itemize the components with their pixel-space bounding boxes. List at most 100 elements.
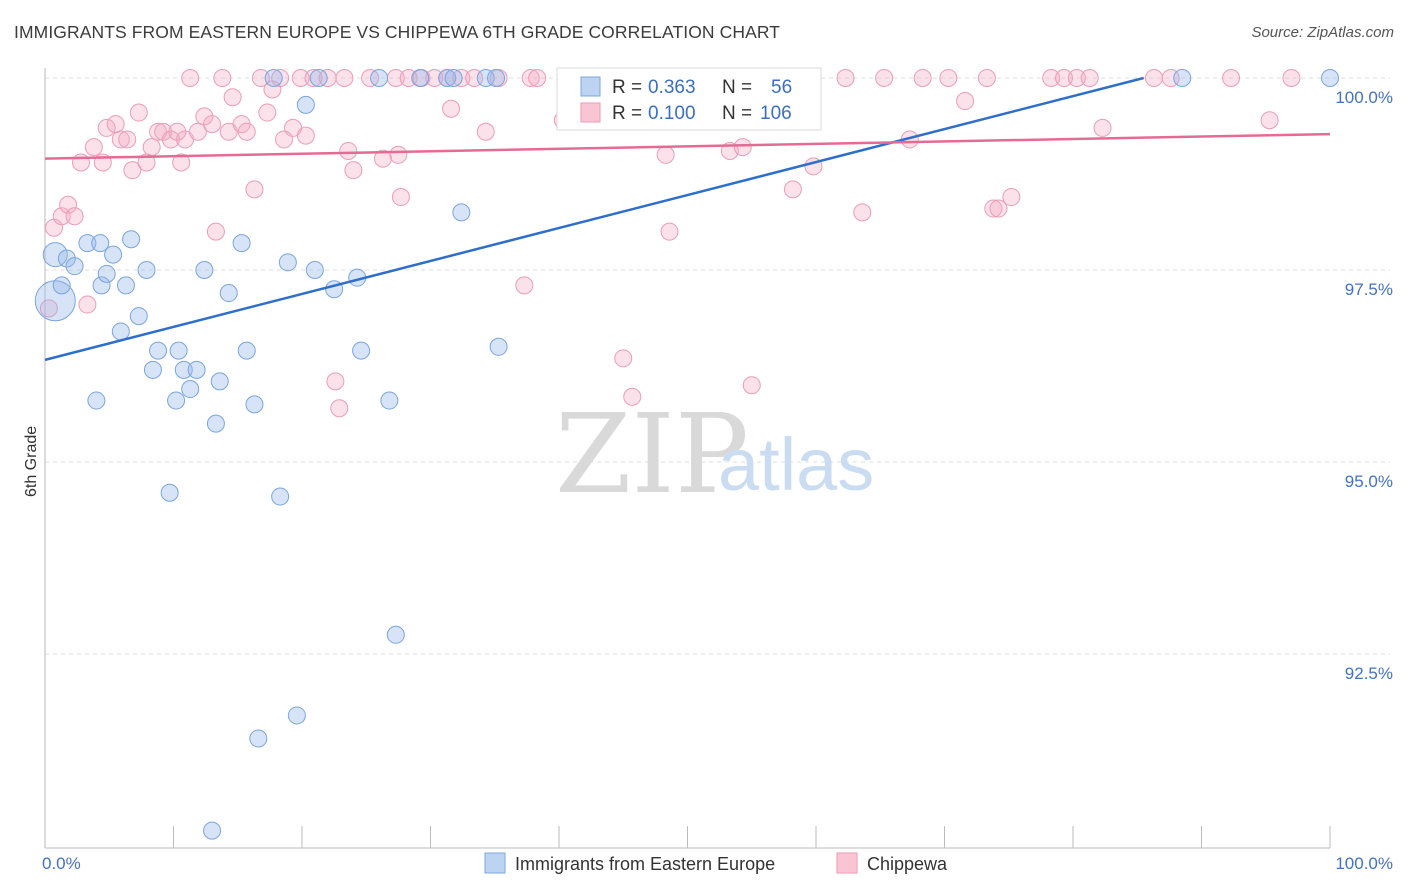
chart-title: IMMIGRANTS FROM EASTERN EUROPE VS CHIPPE… xyxy=(14,22,781,42)
chippewa-point-102 xyxy=(1260,111,1279,130)
watermark-atlas: atlas xyxy=(718,423,874,506)
legend-r-label-1: R = xyxy=(612,77,642,98)
legend-r-label-2: R = xyxy=(612,103,642,124)
eastern-europe-point-15 xyxy=(137,261,156,279)
eastern-europe-point-38 xyxy=(305,261,324,279)
gridlines xyxy=(45,77,1390,655)
chippewa-point-32 xyxy=(237,122,256,141)
chippewa-point-13 xyxy=(123,161,142,180)
y-tick-label-2: 97.5% xyxy=(1345,280,1393,299)
chippewa-point-97 xyxy=(1080,69,1099,87)
eastern-europe-point-26 xyxy=(206,414,225,433)
chippewa-point-26 xyxy=(203,115,222,134)
eastern-europe-point-18 xyxy=(160,483,179,502)
eastern-europe-point-30 xyxy=(237,341,256,360)
chippewa-point-89 xyxy=(956,92,975,111)
eastern-europe-point-12 xyxy=(116,276,135,295)
chippewa-point-90 xyxy=(977,69,996,87)
eastern-europe-point-47 xyxy=(438,69,457,87)
chippewa-point-41 xyxy=(296,126,315,145)
legend-swatch-blue xyxy=(580,76,601,97)
chippewa-point-42 xyxy=(304,69,323,87)
chippewa-point-81 xyxy=(783,180,802,199)
chippewa-point-7 xyxy=(84,138,103,157)
eastern-europe-point-1 xyxy=(34,280,76,322)
eastern-europe-point-44 xyxy=(380,391,399,410)
chippewa-point-99 xyxy=(1144,69,1163,87)
legend-n-label-2: N = xyxy=(722,103,752,124)
chippewa-point-72 xyxy=(656,145,675,164)
chippewa-point-10 xyxy=(106,115,125,134)
chippewa-point-98 xyxy=(1093,118,1112,137)
eastern-europe-point-34 xyxy=(271,487,290,506)
legend-swatch-pink xyxy=(580,102,601,123)
eastern-europe-point-4 xyxy=(65,257,84,276)
eastern-europe-point-3 xyxy=(57,249,76,268)
eastern-europe-point-27 xyxy=(210,372,229,391)
chippewa-point-4 xyxy=(65,207,84,226)
bottom-legend-swatch-pink xyxy=(836,852,858,874)
chippewa-point-18 xyxy=(154,122,173,141)
chippewa-point-11 xyxy=(111,130,130,149)
chippewa-point-79 xyxy=(742,376,761,395)
legend-r-value-2: 0.100 xyxy=(648,103,696,124)
eastern-europe-point-20 xyxy=(169,341,188,360)
chippewa-point-94 xyxy=(1042,69,1061,87)
chippewa-point-69 xyxy=(614,349,633,368)
eastern-europe-point-22 xyxy=(181,380,200,399)
eastern-europe-point-13 xyxy=(122,230,141,249)
chippewa-point-92 xyxy=(989,199,1008,218)
eastern-europe-point-46 xyxy=(411,69,430,87)
eastern-europe-point-35 xyxy=(278,253,297,272)
eastern-europe-point-23 xyxy=(187,360,206,379)
eastern-europe-point-10 xyxy=(104,245,123,264)
chippewa-point-23 xyxy=(181,69,200,87)
chippewa-point-16 xyxy=(142,138,161,157)
legend-r-value-1: 0.363 xyxy=(648,77,696,98)
eastern-europe-point-16 xyxy=(143,360,162,379)
chippewa-point-9 xyxy=(97,118,116,137)
watermark-zip: ZIP xyxy=(555,390,749,518)
chippewa-point-63 xyxy=(515,276,534,295)
chippewa-point-28 xyxy=(213,69,232,87)
eastern-europe-point-32 xyxy=(249,729,268,748)
x-tick-label-0: 0.0% xyxy=(42,854,81,873)
y-tick-label-0: 92.5% xyxy=(1345,664,1393,683)
chippewa-point-85 xyxy=(875,69,894,87)
eastern-europe-point-7 xyxy=(91,234,110,253)
eastern-europe-point-39 xyxy=(309,69,328,87)
eastern-europe-point-48 xyxy=(444,69,463,87)
eastern-europe-point-36 xyxy=(287,706,306,725)
chippewa-point-24 xyxy=(188,122,207,141)
chippewa-point-91 xyxy=(984,199,1003,218)
eastern-europe-point-55 xyxy=(1321,69,1339,87)
legend-n-value-1: 56 xyxy=(771,77,792,98)
chippewa-point-61 xyxy=(476,122,495,141)
chippewa-point-93 xyxy=(1002,188,1021,207)
eastern-europe-point-6 xyxy=(87,391,106,410)
eastern-europe-point-14 xyxy=(129,307,148,326)
chippewa-point-56 xyxy=(425,69,444,87)
eastern-europe-point-9 xyxy=(97,264,116,283)
chippewa-point-3 xyxy=(59,195,78,214)
chippewa-point-19 xyxy=(161,130,180,149)
eastern-europe-point-8 xyxy=(92,276,111,295)
eastern-europe-trend-line xyxy=(44,76,1144,362)
chippewa-point-65 xyxy=(528,69,547,87)
eastern-europe-point-50 xyxy=(476,69,495,87)
correlation-legend: R = 0.363 N = 56 R = 0.100 N = 106 xyxy=(556,67,822,131)
chippewa-point-53 xyxy=(391,188,410,207)
source-label: Source: ZipAtlas.com xyxy=(1251,24,1394,41)
eastern-europe-point-25 xyxy=(203,821,222,840)
chippewa-point-2 xyxy=(52,207,71,226)
eastern-europe-point-28 xyxy=(219,284,238,303)
eastern-europe-point-0 xyxy=(42,242,68,268)
eastern-europe-point-51 xyxy=(487,69,506,87)
chippewa-point-0 xyxy=(39,299,58,318)
eastern-europe-point-42 xyxy=(352,341,371,360)
axes xyxy=(44,68,1331,849)
chippewa-point-21 xyxy=(172,153,191,172)
eastern-europe-point-5 xyxy=(78,234,97,253)
chippewa-point-47 xyxy=(339,141,358,160)
chippewa-point-103 xyxy=(1282,69,1301,87)
